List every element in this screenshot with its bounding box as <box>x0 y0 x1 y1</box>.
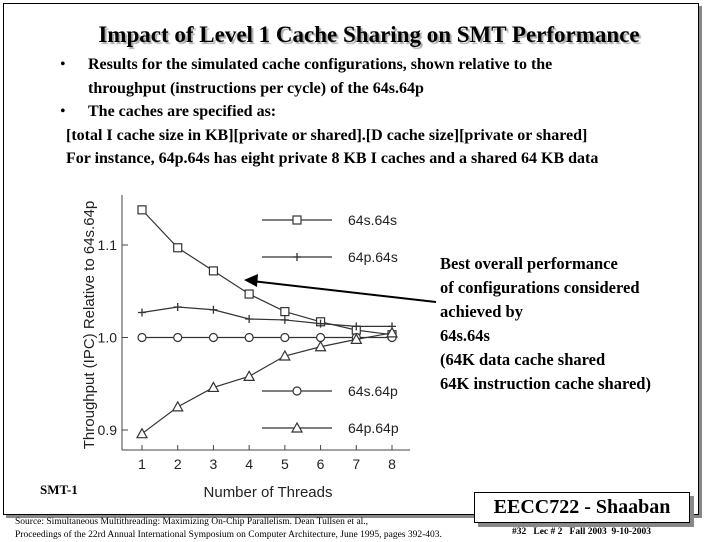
data-point-square <box>173 243 183 253</box>
legend-label: 64s.64p <box>348 383 398 399</box>
data-point-plus <box>280 315 289 324</box>
x-axis-label: Number of Threads <box>204 484 333 501</box>
y-tick-label: 0.9 <box>98 422 118 438</box>
y-tick-label: 1.1 <box>98 237 118 253</box>
data-point-triangle <box>243 370 256 381</box>
bullet-dot-icon: • <box>60 103 66 120</box>
data-point-square <box>137 205 147 215</box>
y-axis-label: Throughput (IPC) Relative to 64s.64p <box>81 201 98 449</box>
x-tick-label: 2 <box>174 456 182 472</box>
x-tick-label: 1 <box>138 456 146 472</box>
bullet-line: throughput (instructions per cycle) of t… <box>88 79 424 97</box>
best-performance-annotation: Best overall performance of configuratio… <box>440 254 651 393</box>
slide-title: Impact of Level 1 Cache Sharing on SMT P… <box>98 22 640 47</box>
x-tick-label: 4 <box>245 456 253 472</box>
source-citation: Source: Simultaneous Multithreading: Max… <box>15 516 442 542</box>
x-tick-label: 7 <box>352 456 360 472</box>
series-line-64s-64s <box>141 209 393 336</box>
series-line-64p-64s <box>141 306 392 327</box>
spec-line: [total I cache size in KB][private or sh… <box>66 126 588 144</box>
data-point-triangle <box>314 340 327 352</box>
data-point-square <box>208 266 219 276</box>
slide-footer: #32 Lec # 2 Fall 2003 9-10-2003 <box>512 527 652 537</box>
x-tick-label: 3 <box>210 456 218 472</box>
x-tick-label: 8 <box>388 456 396 472</box>
data-point-plus <box>138 308 146 317</box>
bullet-list: • Results for the simulated cache config… <box>58 53 698 171</box>
spec-line: For instance, 64p.64s has eight private … <box>66 150 599 167</box>
source-line: Proceedings of the 22rd Annual Internati… <box>15 530 442 540</box>
data-point-triangle <box>385 326 399 338</box>
bullet-line: The caches are specified as: <box>88 103 277 120</box>
data-point-plus <box>245 315 254 323</box>
bullet-line: Results for the simulated cache configur… <box>88 56 553 73</box>
slide-frame <box>3 3 699 515</box>
legend-marker-circle <box>292 386 302 396</box>
legend-label: 64s.64s <box>348 212 397 228</box>
data-point-triangle <box>171 400 184 412</box>
data-point-circle <box>244 332 254 343</box>
data-point-circle <box>208 332 219 343</box>
legend-label: 64p.64s <box>348 249 398 265</box>
data-point-triangle <box>207 381 220 393</box>
data-point-plus <box>209 305 218 314</box>
series-line-64p-64p <box>141 332 393 435</box>
data-point-circle <box>315 332 326 343</box>
data-point-plus <box>316 319 325 328</box>
data-point-triangle <box>350 333 363 344</box>
bullet-item-1: • Results for the simulated cache config… <box>58 53 698 100</box>
x-tick-label: 6 <box>317 456 325 472</box>
data-point-square <box>244 289 254 299</box>
data-point-circle <box>137 332 147 343</box>
y-tick-label: 1.0 <box>98 330 118 346</box>
legend-label: 64p.64p <box>348 420 399 436</box>
x-tick-label: 5 <box>281 456 289 472</box>
legend-marker-plus <box>293 253 301 261</box>
source-line: Source: Simultaneous Multithreading: Max… <box>15 517 369 527</box>
data-point-plus <box>352 322 361 331</box>
legend-marker-triangle <box>290 421 304 433</box>
data-point-circle <box>280 332 290 343</box>
data-point-square <box>280 307 290 317</box>
annotation-arrowhead <box>244 274 258 287</box>
data-point-plus <box>173 302 182 311</box>
data-point-circle <box>173 332 183 343</box>
annotation-arrow-line <box>251 280 437 303</box>
course-title-box: EECC722 - Shaaban <box>474 492 690 523</box>
legend-marker-square <box>292 215 302 225</box>
bullet-item-2: • The caches are specified as: <box>58 100 698 124</box>
smt-label: SMT-1 <box>40 482 78 497</box>
bullet-dot-icon: • <box>60 56 66 73</box>
data-point-triangle <box>278 349 291 361</box>
data-point-triangle <box>135 427 149 439</box>
